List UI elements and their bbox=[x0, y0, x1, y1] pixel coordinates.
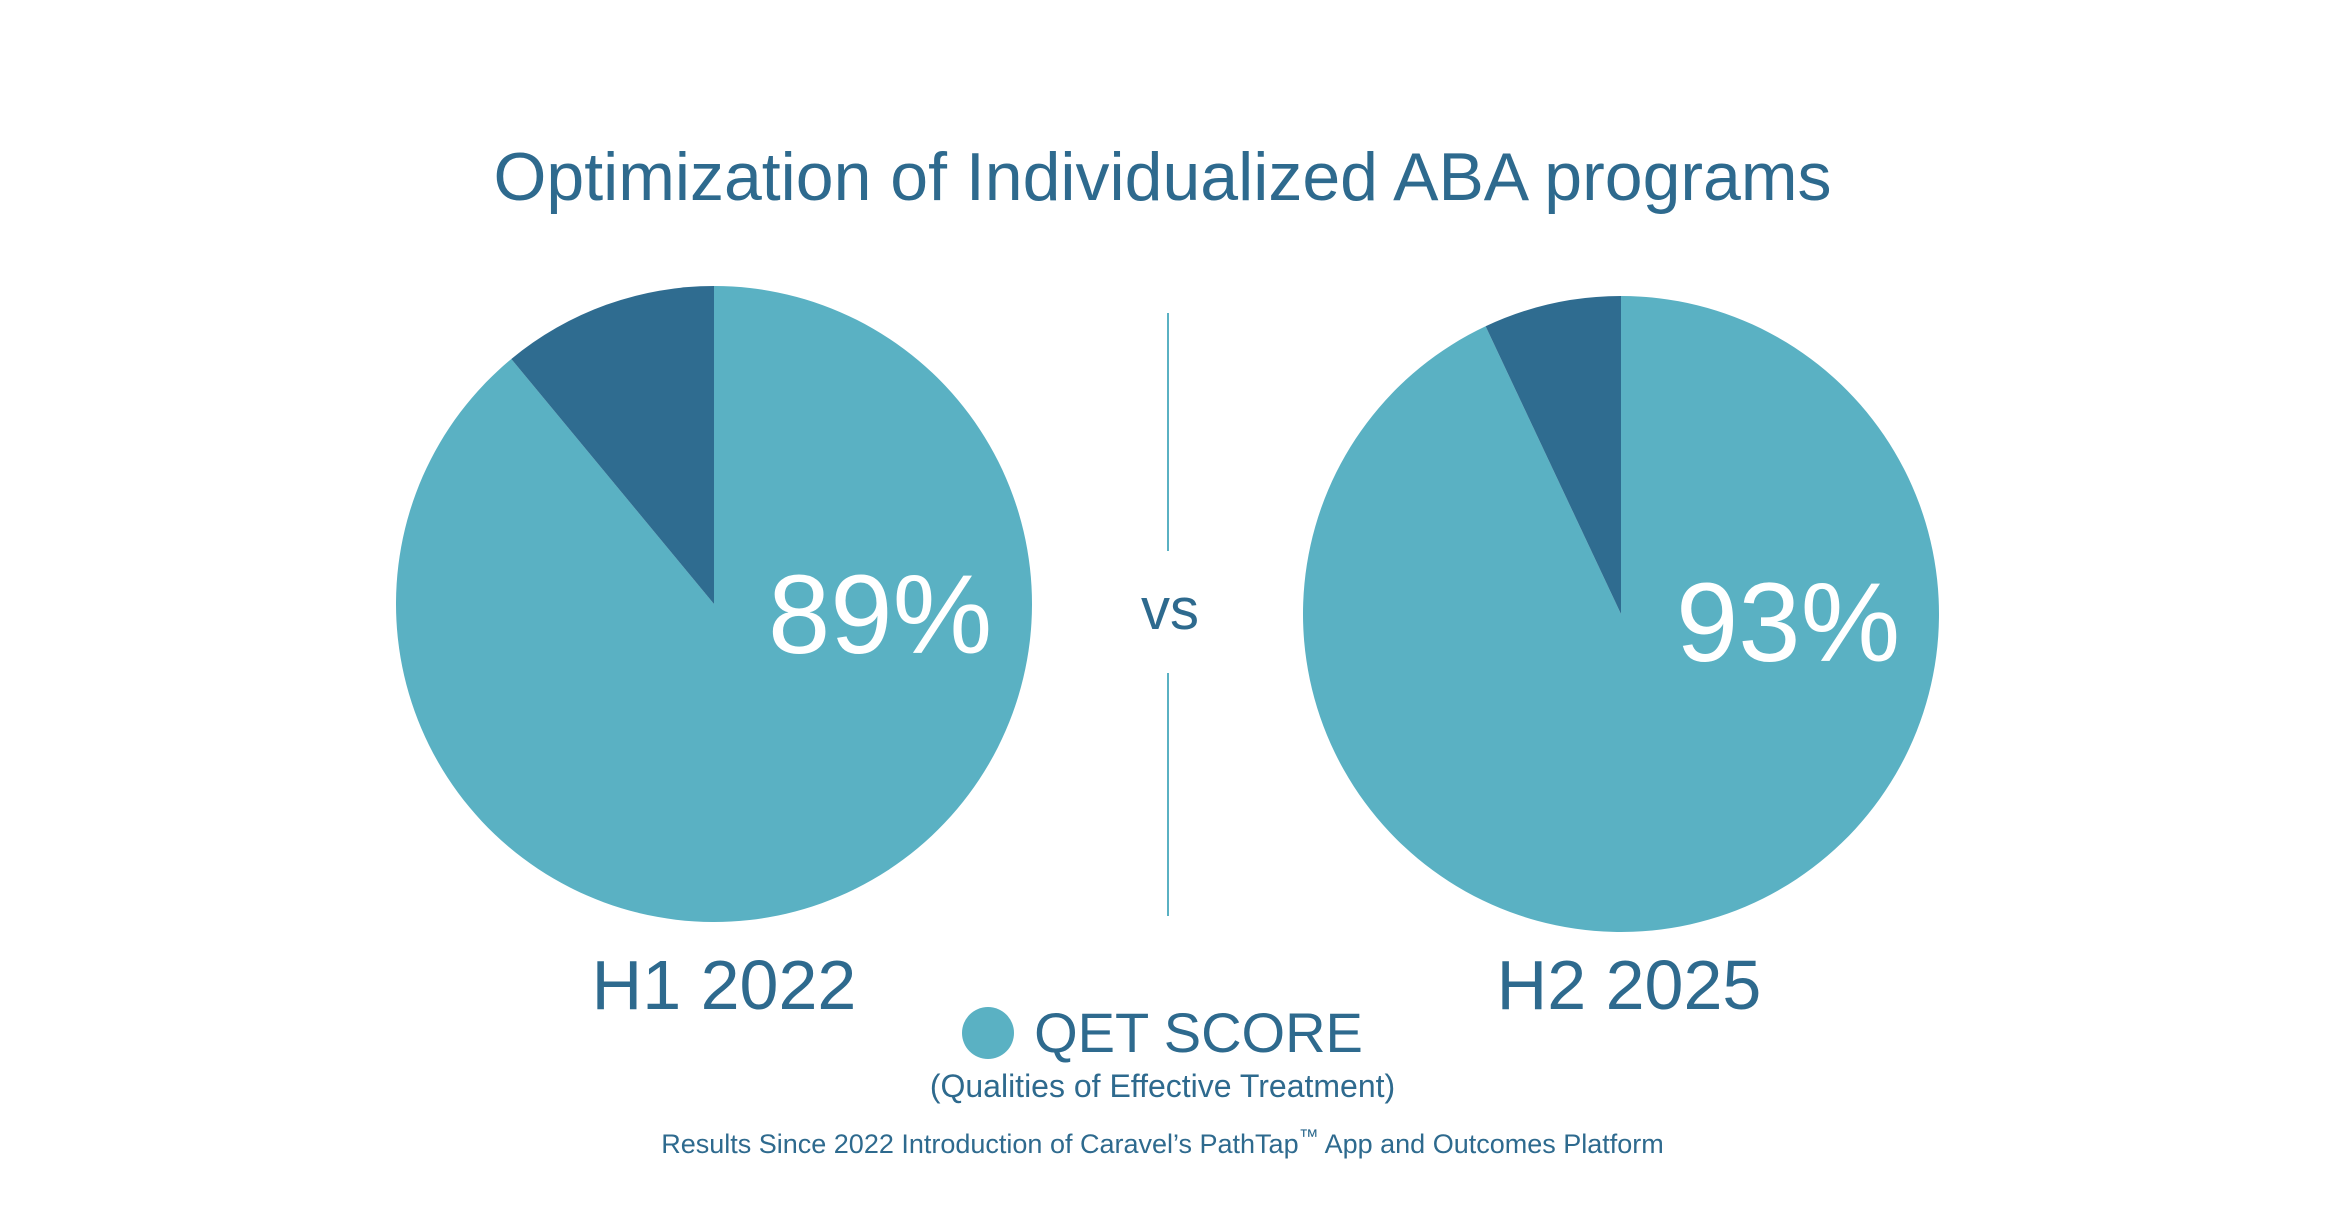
legend-label: QET SCORE bbox=[1034, 1001, 1363, 1064]
period-label-h2-2025: H2 2025 bbox=[1496, 946, 1762, 1024]
footer-text: Results Since 2022 Introduction of Carav… bbox=[661, 1129, 1299, 1159]
footer-note: Results Since 2022 Introduction of Carav… bbox=[0, 1126, 2325, 1160]
legend-subtitle: (Qualities of Effective Treatment) bbox=[929, 1068, 1396, 1104]
period-label-h1-2022: H1 2022 bbox=[591, 946, 857, 1024]
pie-slice-remainder bbox=[1485, 296, 1621, 614]
legend-swatch bbox=[962, 1006, 1015, 1059]
trademark-symbol: ™ bbox=[1298, 1126, 1319, 1148]
legend: QET SCORE bbox=[0, 1000, 2325, 1065]
pie-value-label-h1-2022: 89% bbox=[768, 552, 993, 677]
pie-h2-2025 bbox=[1302, 296, 1939, 932]
pie-h1-2022 bbox=[395, 286, 1033, 923]
pie-value-label-h2-2025: 93% bbox=[1676, 560, 1901, 685]
vs-label: vs bbox=[1141, 577, 1199, 642]
footer-text-end: App and Outcomes Platform bbox=[1318, 1129, 1664, 1159]
pie-slice-remainder bbox=[511, 286, 714, 604]
chart-title: Optimization of Individualized ABA progr… bbox=[493, 139, 1832, 215]
pie-slice-qet-score bbox=[1302, 296, 1939, 932]
